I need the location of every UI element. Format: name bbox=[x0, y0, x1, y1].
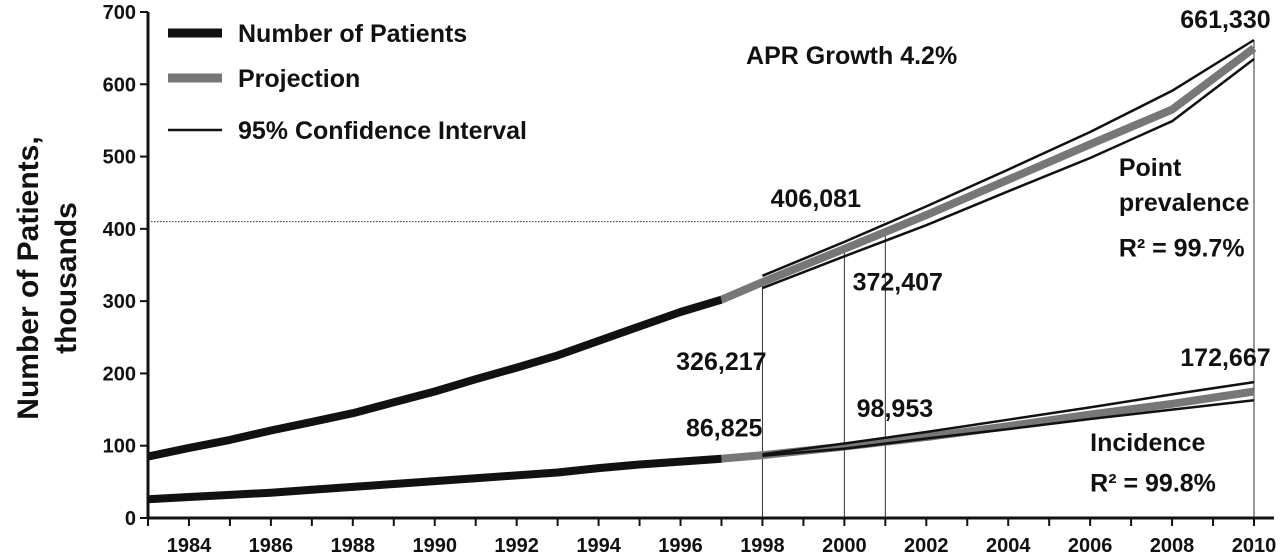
x-tick-label: 2002 bbox=[904, 535, 949, 553]
incidence-observed-line bbox=[147, 454, 722, 504]
x-tick-label: 2006 bbox=[1068, 535, 1113, 553]
annotation: Incidence bbox=[1090, 429, 1205, 457]
y-axis-label-line2: thousands bbox=[50, 202, 83, 354]
annotation: prevalence bbox=[1119, 189, 1250, 217]
x-tick-label: 1988 bbox=[331, 535, 376, 553]
x-tick-label: 1984 bbox=[167, 535, 212, 553]
legend-label: Number of Patients bbox=[238, 20, 467, 48]
y-tick-label: 600 bbox=[103, 74, 136, 96]
y-axis-label-line1: Number of Patients, bbox=[12, 136, 45, 419]
x-tick-label: 2000 bbox=[822, 535, 867, 553]
incidence-ci-upper-line bbox=[762, 380, 1255, 456]
x-tick-label: 1998 bbox=[740, 535, 785, 553]
y-tick-label: 500 bbox=[103, 147, 136, 169]
axes: 0 100 200 300 400 500 600 700 1984 1986 1988 1990 19… bbox=[103, 2, 1277, 553]
annotation: 661,330 bbox=[1180, 6, 1270, 34]
x-tick-label: 2010 bbox=[1232, 535, 1277, 553]
series-layer bbox=[147, 38, 1257, 504]
annotation: 406,081 bbox=[771, 185, 861, 213]
prevalence-ci-lower-line bbox=[761, 58, 1255, 290]
annotation: 172,667 bbox=[1180, 344, 1270, 372]
annotation: Point bbox=[1119, 154, 1182, 182]
x-tick-label: 1986 bbox=[249, 535, 294, 553]
legend: Number of Patients Projection 95% Confiden… bbox=[168, 20, 527, 145]
x-tick-label: 1992 bbox=[494, 535, 539, 553]
y-tick-label: 100 bbox=[103, 436, 136, 458]
annotation: R² = 99.7% bbox=[1119, 234, 1245, 262]
incidence-ci-lower-line bbox=[762, 398, 1255, 458]
annotations: 661,330 APR Growth 4.2% Point prevalence R² … bbox=[676, 6, 1270, 497]
reference-lines bbox=[148, 40, 1255, 518]
x-tick-label: 1994 bbox=[576, 535, 621, 553]
x-tick-label: 2008 bbox=[1150, 535, 1195, 553]
legend-label: 95% Confidence Interval bbox=[238, 117, 527, 145]
annotation: R² = 99.8% bbox=[1090, 469, 1216, 497]
prevalence-ci-upper-line bbox=[761, 38, 1255, 277]
y-tick-label: 200 bbox=[103, 363, 136, 385]
annotation: 86,825 bbox=[686, 414, 763, 442]
x-tick-label: 2004 bbox=[986, 535, 1031, 553]
annotation: APR Growth 4.2% bbox=[746, 42, 957, 70]
prevalence-projection-line bbox=[719, 44, 1257, 304]
annotation: 98,953 bbox=[857, 395, 933, 423]
y-tick-label: 700 bbox=[103, 2, 136, 24]
legend-label: Projection bbox=[238, 65, 360, 93]
annotation: 326,217 bbox=[676, 348, 766, 376]
prevalence-observed-line bbox=[147, 295, 723, 461]
annotation: 372,407 bbox=[853, 268, 943, 296]
x-tick-label: 1990 bbox=[412, 535, 457, 553]
y-tick-label: 300 bbox=[103, 291, 136, 313]
y-tick-label: 0 bbox=[125, 508, 136, 530]
x-tick-label: 1996 bbox=[658, 535, 703, 553]
y-tick-label: 400 bbox=[103, 219, 136, 241]
